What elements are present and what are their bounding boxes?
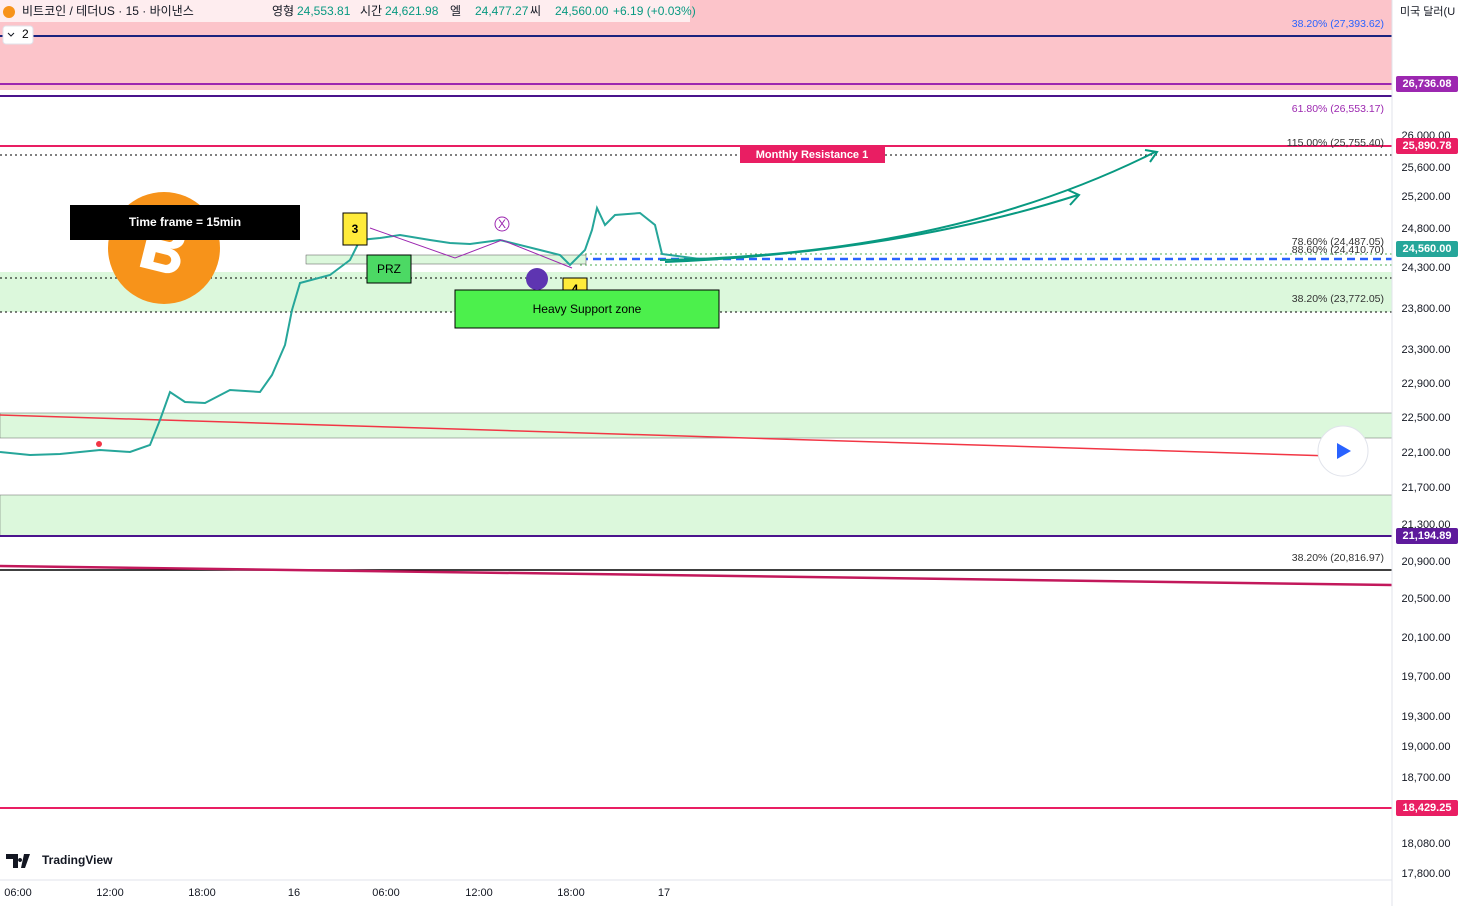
label-box [740,146,885,163]
change: +6.19 (+0.03%) [613,4,696,18]
price-tick-label: 19,300.00 [1402,711,1451,723]
timeframe-label: Time frame = 15min [129,215,241,229]
price-tick-label: 20,900.00 [1402,556,1451,568]
price-tick-label: 22,500.00 [1402,412,1451,424]
point-label: X [498,217,506,231]
point-label: 4 [572,282,579,296]
price-tick-label: 25,600.00 [1402,162,1451,174]
price-tag-label: 24,560.00 [1403,243,1452,255]
trend-line [0,414,1366,458]
projection-arrow [659,151,1156,261]
time-tick-label: 06:00 [372,887,400,899]
fib-label: 61.80% (26,553.17) [1292,103,1384,115]
legend-bg [0,0,690,22]
field-label: 시간 [360,4,382,18]
support-zone [0,412,1393,439]
field-label: 씨 [530,4,541,18]
brand: TradingView [42,853,113,867]
fib-label: 38.20% (27,393.62) [1292,18,1384,30]
label-box [366,254,412,284]
fib-label: 115.00% (25,755.40) [1287,137,1384,149]
price-tick-label: 17,800.00 [1402,868,1451,880]
price-tick-label: 24,800.00 [1402,223,1451,235]
point-marker [526,268,548,290]
label-box [70,205,300,240]
label-box [342,212,368,246]
symbol-icon [3,6,15,18]
price-tag [1396,528,1458,544]
price-tick-label: 18,700.00 [1402,772,1451,784]
price-tick-label: 19,000.00 [1402,741,1451,753]
price-tag-label: 25,890.78 [1403,140,1452,152]
price-tag-label: 26,736.08 [1403,78,1452,90]
field-label: 엘 [450,4,461,18]
currency-label[interactable]: 미국 달러(U [1400,5,1455,18]
price-tick-label: 23,800.00 [1402,303,1451,315]
point-marker [494,216,510,232]
prz-label: PRZ [377,262,401,276]
fib-label: 88.60% (24,410.70) [1292,244,1384,256]
field-value: 24,621.98 [385,4,439,18]
resistance-label: Monthly Resistance 1 [756,149,868,161]
price-tag [1396,241,1458,257]
symbol[interactable]: 비트코인 / 테더US · 15 · 바이낸스 [22,4,194,18]
time-tick-label: 17 [658,887,670,899]
fib-label: 78.60% (24,487.05) [1292,236,1384,248]
price-tick-label: 22,100.00 [1402,447,1451,459]
time-tick-label: 18:00 [188,887,216,899]
time-tick-label: 06:00 [4,887,32,899]
price-tag-label: 18,429.25 [1403,802,1452,814]
indicator-toggle[interactable] [2,25,34,45]
arrow-head [1144,149,1159,163]
price-tag [1396,138,1458,154]
price-tick-label: 20,100.00 [1402,632,1451,644]
price-tag [1396,800,1458,816]
price-tick-label: 20,500.00 [1402,593,1451,605]
time-tick-label: 18:00 [557,887,585,899]
arrow-head [1067,189,1081,206]
price-tick-label: 18,080.00 [1402,838,1451,850]
support-label: Heavy Support zone [533,302,642,316]
marker [96,441,102,447]
indicator-count: 2 [22,27,29,41]
price-tick-label: 23,300.00 [1402,344,1451,356]
time-tick-label: 12:00 [465,887,493,899]
harmonic-pattern [369,227,573,269]
field-value: 24,560.00 [555,4,609,18]
field-value: 24,477.27 [475,4,529,18]
price-tick-label: 21,700.00 [1402,482,1451,494]
point-label: 3 [352,222,359,236]
fib-label: 38.20% (20,816.97) [1292,552,1384,564]
price-tick-label: 21,300.00 [1402,519,1451,531]
trend-line [0,564,1393,587]
fib-label: 38.20% (23,772.05) [1292,293,1384,305]
field-label: 영형 [272,4,294,18]
brand-icon [6,854,30,868]
price-tick-label: 25,200.00 [1402,191,1451,203]
price-tag [1396,76,1458,92]
price-tag-label: 21,194.89 [1403,530,1452,542]
ohlc: 영형 24,553.81 시간 24,621.98 엘 24,477.27 씨 24,560.… [272,4,609,18]
price-tick-label: 19,700.00 [1402,671,1451,683]
time-tick-label: 12:00 [96,887,124,899]
chevron [7,32,15,37]
time-tick-label: 16 [288,887,300,899]
support-zone [0,494,1393,537]
price-tick-label: 24,300.00 [1402,262,1451,274]
label-box [454,289,720,329]
projection-arrow [664,194,1079,263]
play-icon [1337,443,1351,459]
field-value: 24,553.81 [297,4,351,18]
price-tick-label: 22,900.00 [1402,378,1451,390]
